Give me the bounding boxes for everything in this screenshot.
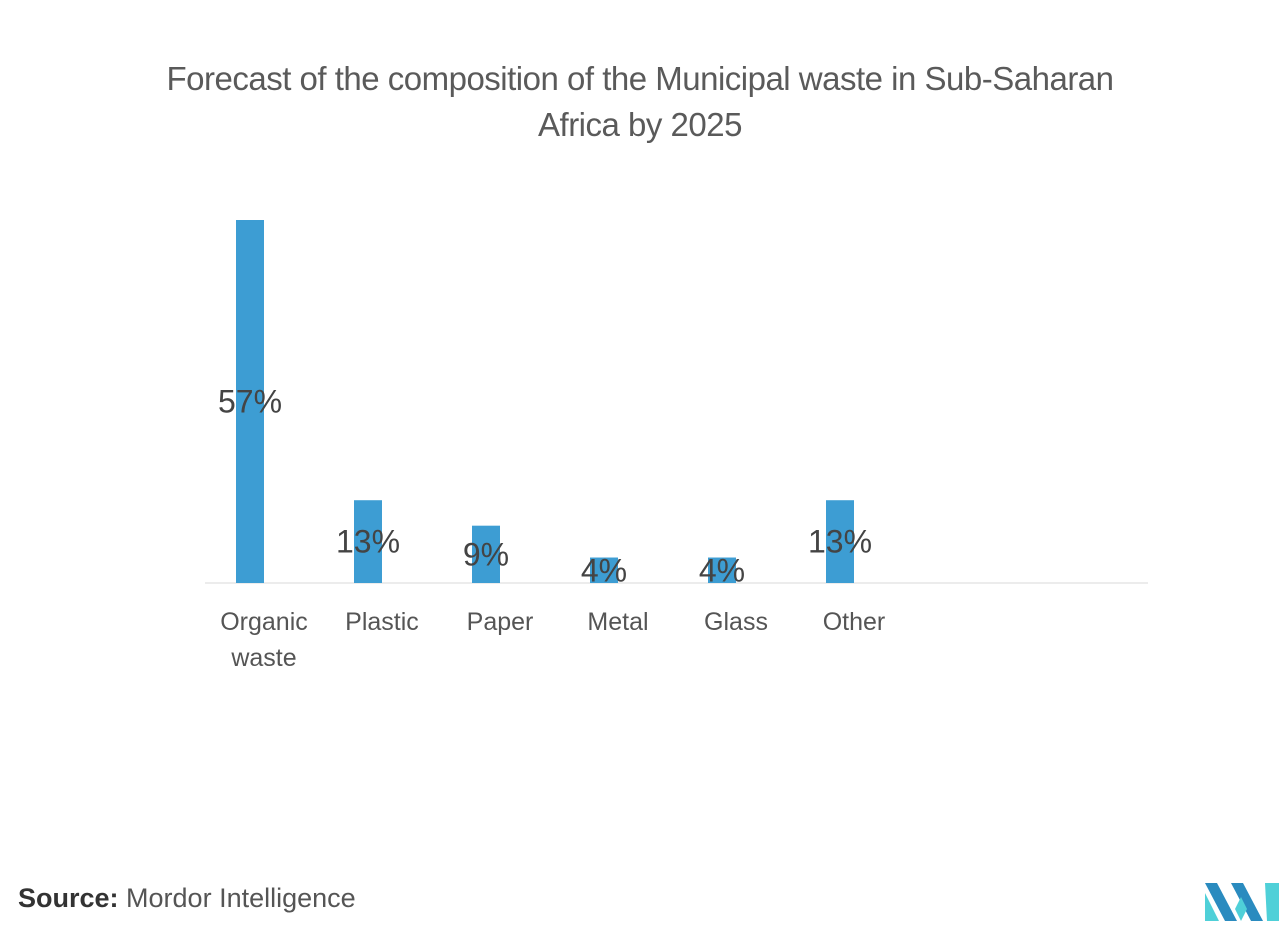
value-label-4: 4% [699, 552, 745, 588]
source-label: Source: [18, 883, 119, 913]
bar-3 [590, 557, 618, 583]
category-label-5: Other [823, 608, 886, 636]
bar-2 [472, 525, 500, 583]
bar-4 [708, 557, 736, 583]
value-label-3: 4% [581, 552, 627, 588]
source-note: Source: Mordor Intelligence [18, 883, 356, 914]
chart-title: Forecast of the composition of the Munic… [166, 60, 1114, 143]
bar-5 [826, 500, 854, 583]
category-label-1: Plastic [345, 608, 419, 636]
value-label-0: 57% [218, 384, 282, 420]
category-label-0: Organic waste [220, 608, 308, 672]
bar-1 [354, 500, 382, 583]
value-label-5: 13% [808, 524, 872, 560]
bar-0 [236, 220, 264, 583]
category-label-3: Metal [587, 608, 648, 636]
value-label-2: 9% [463, 536, 509, 572]
category-label-2: Paper [467, 608, 534, 636]
source-text: Mordor Intelligence [126, 883, 356, 913]
bars-group [236, 220, 854, 583]
category-labels-group: Organic waste Plastic Paper Metal Glass Other [220, 608, 885, 672]
mordor-intelligence-logo [1205, 883, 1279, 921]
bar-chart: 57% 13% 9% 4% 4% 13% Organic waste Plastic Paper… [205, 220, 1148, 672]
value-label-1: 13% [336, 524, 400, 560]
category-label-4: Glass [704, 608, 768, 636]
value-labels-group: 57% 13% 9% 4% 4% 13% [218, 384, 872, 589]
